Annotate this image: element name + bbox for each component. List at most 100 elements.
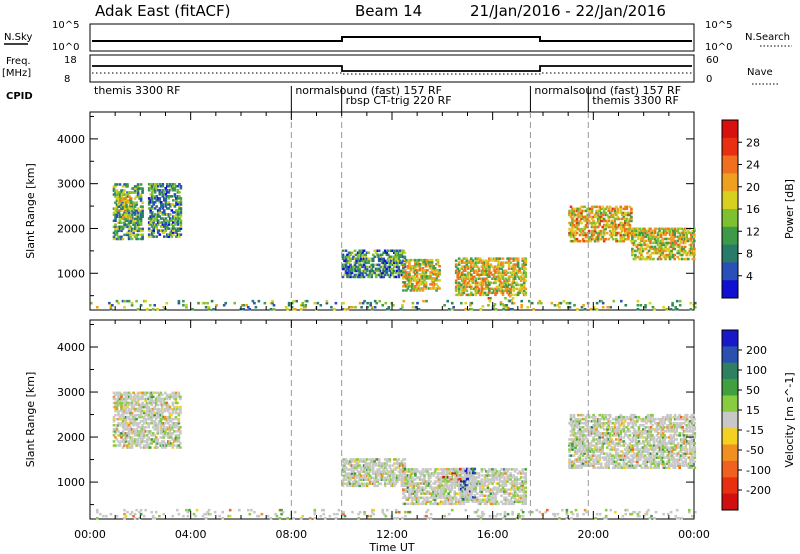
range-gate-cell (248, 308, 252, 311)
range-gate-cell (485, 283, 488, 287)
range-gate-cell (126, 219, 129, 222)
y-tick-label: 2000 (57, 222, 85, 235)
range-gate-cell (628, 231, 632, 235)
range-gate-cell (123, 219, 126, 222)
range-gate-cell (483, 267, 487, 270)
range-gate-cell (693, 235, 696, 239)
range-gate-cell (646, 255, 649, 259)
range-gate-cell (136, 185, 140, 188)
range-gate-cell (159, 391, 163, 395)
range-gate-cell (133, 213, 137, 216)
range-gate-cell (470, 269, 473, 272)
range-gate-cell (578, 426, 582, 429)
range-gate-cell (385, 267, 389, 271)
range-gate-cell (457, 277, 461, 280)
range-gate-cell (436, 260, 440, 264)
range-gate-cell (462, 500, 466, 503)
range-gate-cell (123, 225, 126, 229)
range-gate-cell (596, 217, 600, 221)
range-gate-cell (650, 231, 654, 235)
range-gate-cell (689, 308, 693, 311)
range-gate-cell (522, 490, 526, 493)
range-gate-cell (464, 475, 468, 479)
range-gate-cell (577, 215, 580, 219)
range-gate-cell (144, 403, 147, 407)
range-gate-cell (578, 239, 582, 243)
range-gate-cell (486, 488, 490, 491)
range-gate-cell (408, 476, 411, 479)
range-gate-cell (621, 235, 624, 239)
range-gate-cell (359, 460, 363, 463)
range-gate-cell (581, 446, 585, 449)
range-gate-cell (476, 498, 479, 501)
range-gate-cell (622, 233, 626, 237)
range-gate-cell (343, 263, 346, 267)
range-gate-cell (463, 494, 466, 497)
range-gate-cell (412, 267, 416, 270)
range-gate-cell (382, 273, 385, 277)
range-gate-cell (142, 426, 146, 429)
range-gate-cell (581, 464, 585, 467)
range-gate-cell (304, 306, 307, 309)
range-gate-cell (124, 444, 128, 447)
range-gate-cell (383, 458, 387, 461)
range-gate-cell (197, 301, 200, 305)
range-gate-cell (433, 279, 437, 282)
range-gate-cell (577, 442, 580, 445)
range-gate-cell (580, 444, 583, 447)
range-gate-cell (474, 476, 478, 479)
range-gate-cell (459, 483, 463, 487)
range-gate-cell (114, 191, 117, 194)
range-gate-cell (628, 225, 632, 229)
range-gate-cell (578, 428, 582, 431)
range-gate-cell (506, 488, 509, 491)
range-gate-cell (174, 395, 178, 399)
range-gate-cell (503, 476, 506, 479)
range-gate-cell (454, 502, 458, 506)
range-gate-cell (568, 231, 571, 235)
range-gate-cell (167, 233, 171, 236)
range-gate-cell (424, 281, 428, 284)
range-gate-cell (135, 407, 138, 411)
nsky-tick-top: 10^5 (52, 20, 79, 31)
range-gate-cell (203, 301, 206, 305)
range-gate-cell (467, 476, 470, 479)
range-gate-cell (408, 263, 411, 266)
range-gate-cell (170, 223, 174, 226)
range-gate-cell (365, 472, 369, 475)
range-gate-cell (156, 428, 159, 431)
range-gate-cell (494, 291, 497, 295)
range-gate-cell (575, 436, 579, 439)
range-gate-cell (574, 424, 577, 427)
range-gate-cell (492, 281, 496, 285)
range-gate-cell (451, 469, 454, 473)
range-gate-cell (370, 273, 373, 277)
range-gate-cell (162, 415, 166, 419)
range-gate-cell (466, 498, 469, 501)
range-gate-cell (152, 223, 155, 226)
range-gate-cell (498, 480, 502, 483)
range-gate-cell (589, 239, 592, 243)
range-gate-cell (118, 205, 122, 208)
range-gate-cell (402, 275, 405, 278)
range-gate-cell (577, 207, 580, 211)
range-gate-cell (628, 213, 632, 217)
range-gate-cell (661, 253, 664, 257)
range-gate-cell (130, 219, 134, 222)
range-gate-cell (479, 488, 482, 491)
range-gate-cell (652, 247, 655, 251)
range-gate-cell (495, 259, 499, 262)
y-tick-label: 3000 (57, 178, 85, 191)
range-gate-cell (464, 269, 467, 272)
range-gate-cell (402, 281, 405, 284)
range-gate-cell (516, 265, 520, 268)
range-gate-cell (380, 273, 384, 277)
range-gate-cell (444, 488, 447, 491)
range-gate-cell (168, 420, 172, 423)
range-gate-cell (616, 223, 620, 227)
range-gate-cell (161, 393, 164, 397)
range-gate-cell (521, 291, 524, 295)
range-gate-cell (170, 233, 174, 236)
range-gate-cell (488, 470, 491, 473)
range-gate-cell (385, 462, 389, 465)
